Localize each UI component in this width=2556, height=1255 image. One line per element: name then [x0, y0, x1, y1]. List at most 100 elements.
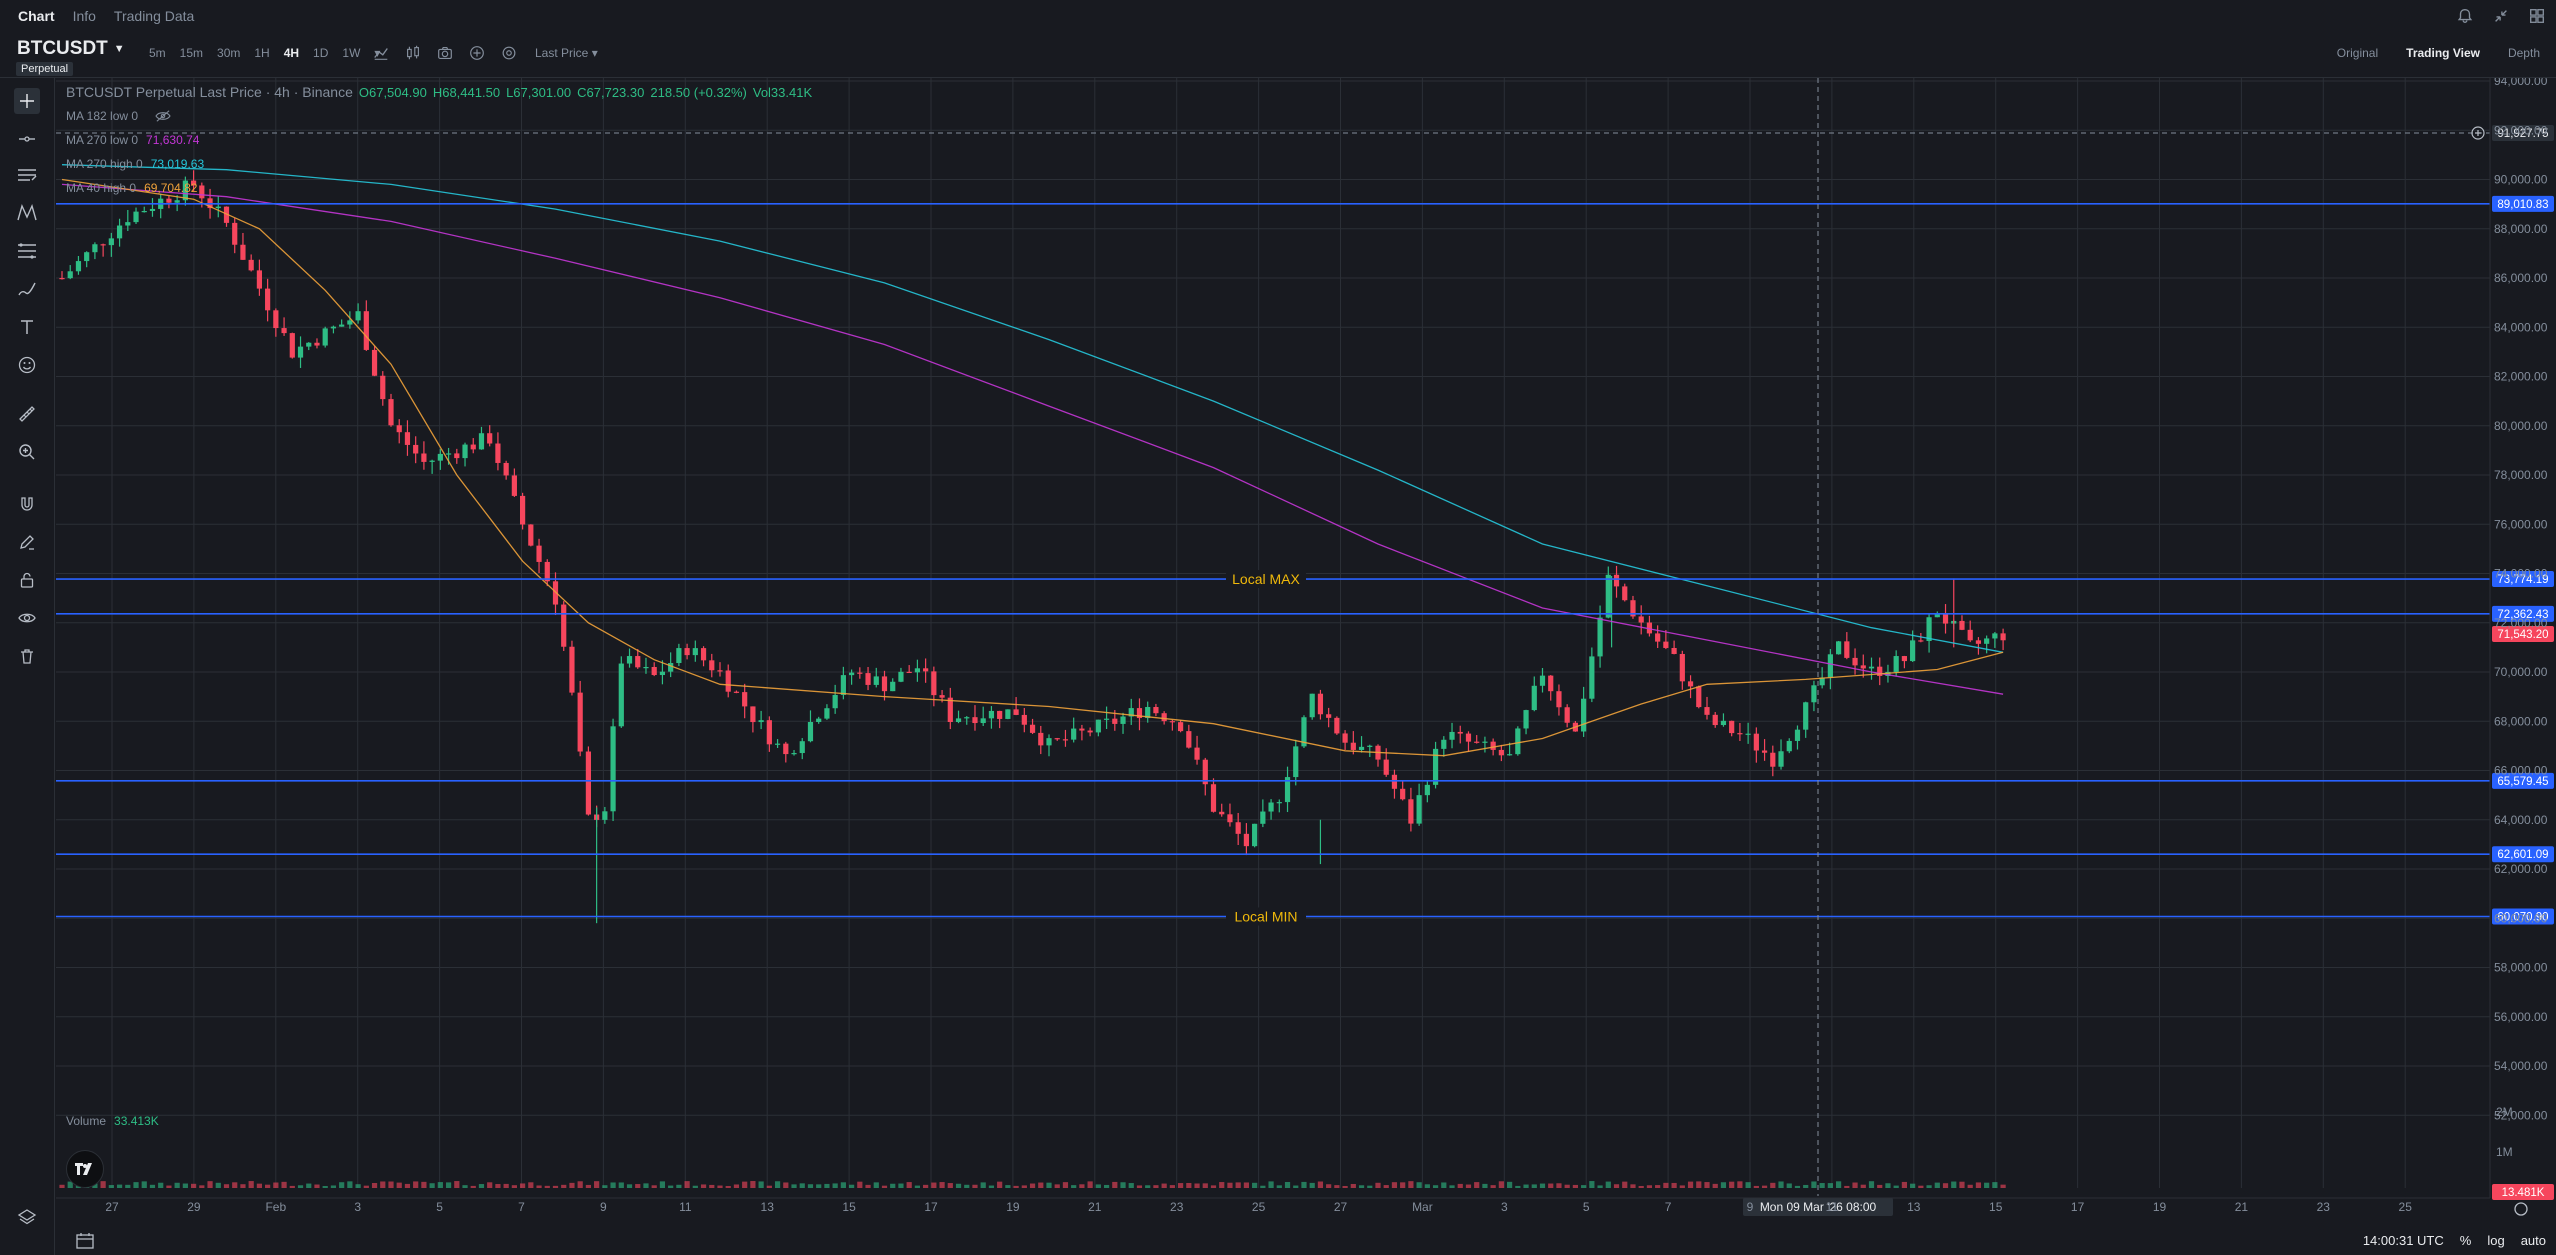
tab-info[interactable]: Info	[72, 8, 96, 24]
candle-body	[1844, 641, 1850, 658]
volume-bar	[355, 1184, 361, 1188]
ma-line	[61, 178, 2004, 757]
pattern-tool-icon[interactable]	[14, 200, 40, 226]
trash-icon[interactable]	[14, 643, 40, 669]
interval-5m[interactable]: 5m	[149, 46, 166, 60]
volume-bar	[1671, 1182, 1677, 1188]
price-tick-label: 94,000.00	[2494, 78, 2548, 88]
candle-body	[1186, 731, 1192, 748]
candle-body	[1597, 617, 1603, 657]
volume-value: 33.413K	[114, 1114, 159, 1128]
grid-icon[interactable]	[2528, 7, 2546, 25]
interval-15m[interactable]: 15m	[179, 46, 204, 60]
tab-chart[interactable]: Chart	[18, 8, 55, 24]
chart-type-icon[interactable]	[372, 44, 390, 62]
add-indicator-icon[interactable]	[468, 44, 486, 62]
interval-1w[interactable]: 1W	[342, 46, 361, 60]
price-chart[interactable]: 89,010.83 73,774.19 72,362.43 65,579.45 62,6…	[56, 78, 2556, 1255]
candle-body	[1095, 719, 1101, 733]
lines-tool-icon[interactable]	[14, 162, 40, 188]
axis-settings-icon	[2514, 1202, 2528, 1216]
candle-body	[454, 453, 460, 459]
auto-scale-toggle[interactable]: auto	[2520, 1232, 2546, 1248]
time-tick-label: 11	[679, 1200, 692, 1214]
ruler-tool-icon[interactable]	[14, 401, 40, 427]
volume-bar	[1128, 1183, 1134, 1188]
magnet-tool-icon[interactable]	[14, 491, 40, 517]
ma-legend-label: MA 270 high 0	[66, 157, 143, 171]
ma-legend-row[interactable]: MA 182 low 0	[66, 108, 812, 124]
volume-bar	[388, 1181, 394, 1188]
volume-bar	[116, 1184, 123, 1188]
interval-1d[interactable]: 1D	[313, 46, 329, 60]
ma-legend-row[interactable]: MA 40 high 0 69,704.82	[66, 180, 812, 196]
candle-body	[1227, 814, 1233, 823]
candle-body	[807, 721, 814, 742]
volume-bar	[1219, 1182, 1225, 1188]
interval-30m[interactable]: 30m	[217, 46, 241, 60]
volume-bar	[1252, 1182, 1258, 1188]
time-tick-label: 23	[2317, 1200, 2331, 1214]
candle-body	[1942, 613, 1949, 624]
candle-body	[1219, 811, 1225, 815]
candle-body	[1005, 709, 1011, 719]
volume-bar	[1556, 1183, 1562, 1188]
fib-tool-icon[interactable]	[14, 238, 40, 264]
volume-bar	[429, 1183, 435, 1188]
text-tool-icon[interactable]	[14, 314, 40, 340]
ma-legend-row[interactable]: MA 270 low 0 71,630.74	[66, 132, 812, 148]
view-depth[interactable]: Depth	[2507, 46, 2540, 60]
candles-icon[interactable]	[404, 44, 422, 62]
price-source-select[interactable]: Last Price ▾	[535, 46, 598, 60]
candle-body	[232, 222, 238, 245]
symbol-selector[interactable]: BTCUSDT ▼	[17, 38, 125, 60]
candle-body	[1038, 732, 1044, 746]
candle-body	[1293, 746, 1299, 778]
interval-1h[interactable]: 1H	[254, 46, 270, 60]
candle-body	[256, 270, 262, 289]
price-tick-label: 68,000.00	[2494, 714, 2548, 728]
volume-bar	[1482, 1183, 1488, 1188]
price-tick-label: 80,000.00	[2494, 419, 2548, 433]
price-tick-label: 62,000.00	[2494, 862, 2548, 876]
crosshair: 91,927.75 Mon 09 Mar '26 08:00	[56, 78, 2554, 1216]
crosshair-tool-icon[interactable]	[14, 88, 40, 114]
percent-scale-toggle[interactable]: %	[2459, 1232, 2472, 1248]
volume-bar	[857, 1181, 863, 1188]
volume-bar	[1630, 1184, 1636, 1188]
collapse-icon[interactable]	[2492, 7, 2510, 25]
volume-bar	[849, 1184, 855, 1188]
candle-body	[462, 444, 468, 459]
tradingview-logo-icon[interactable]	[66, 1150, 104, 1188]
horizontal-line-tool-icon[interactable]	[14, 126, 40, 152]
tab-trading-data[interactable]: Trading Data	[113, 8, 195, 24]
bell-icon[interactable]	[2456, 7, 2474, 25]
view-tradingview[interactable]: Trading View	[2406, 46, 2480, 60]
lock-icon[interactable]	[14, 567, 40, 593]
view-original[interactable]: Original	[2336, 46, 2379, 60]
zoom-tool-icon[interactable]	[14, 439, 40, 465]
candle-body	[108, 238, 114, 246]
settings-icon[interactable]	[500, 44, 518, 62]
draw-mode-icon[interactable]	[14, 529, 40, 555]
eye-icon[interactable]	[14, 605, 40, 631]
calendar-range-icon[interactable]	[74, 1231, 96, 1251]
volume-bar	[1827, 1183, 1833, 1188]
candle-body	[1901, 656, 1907, 662]
hidden-eye-icon[interactable]	[154, 109, 172, 123]
interval-more-chevron-icon[interactable]: ▾	[374, 46, 381, 60]
chart-area[interactable]: 89,010.83 73,774.19 72,362.43 65,579.45 62,6…	[56, 78, 2556, 1255]
candle-body	[1803, 702, 1809, 730]
emoji-tool-icon[interactable]	[14, 352, 40, 378]
volume-bar	[1704, 1182, 1710, 1188]
interval-4h[interactable]: 4H	[283, 46, 300, 60]
candle-body	[1885, 671, 1891, 676]
candle-body	[569, 646, 575, 693]
layers-icon[interactable]	[14, 1204, 40, 1230]
volume-bar	[396, 1182, 402, 1188]
camera-icon[interactable]	[436, 44, 454, 62]
price-tick-label: 74,000.00	[2494, 567, 2548, 581]
ma-legend-row[interactable]: MA 270 high 0 73,019.63	[66, 156, 812, 172]
log-scale-toggle[interactable]: log	[2487, 1232, 2505, 1248]
brush-tool-icon[interactable]	[14, 276, 40, 302]
